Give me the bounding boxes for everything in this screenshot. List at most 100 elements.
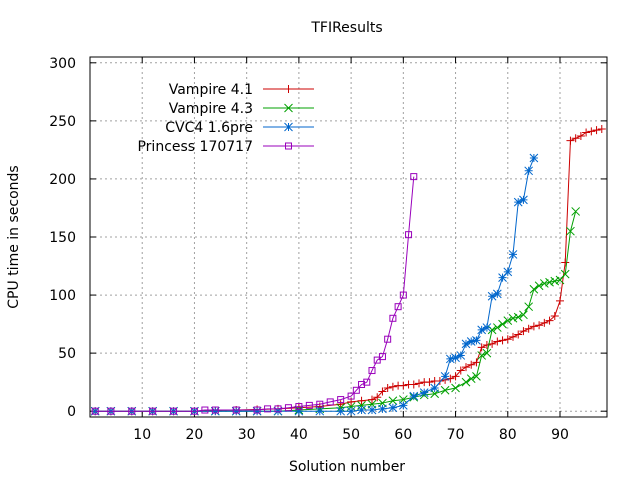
data-point: [415, 379, 423, 388]
data-point: [513, 197, 523, 207]
legend-label: CVC4 1.6pre: [165, 120, 253, 136]
data-point: [294, 406, 304, 416]
data-point: [336, 400, 345, 409]
data-point: [128, 407, 136, 415]
legend-label: Vampire 4.3: [169, 101, 253, 117]
data-point: [451, 372, 460, 381]
data-point: [451, 353, 460, 363]
data-point: [373, 393, 382, 402]
data-point: [190, 407, 198, 415]
y-tick-label: 250: [49, 114, 76, 130]
data-point: [352, 386, 360, 394]
data-point: [524, 166, 534, 176]
data-point: [363, 378, 371, 386]
data-point: [566, 136, 575, 145]
data-point: [487, 291, 497, 301]
data-point: [388, 403, 398, 413]
data-point: [368, 367, 376, 375]
data-point: [231, 406, 241, 416]
data-point: [550, 311, 559, 320]
data-point: [337, 396, 345, 404]
data-point: [508, 250, 518, 259]
data-point: [435, 377, 444, 385]
data-point: [315, 406, 325, 416]
data-point: [305, 401, 313, 409]
data-point: [467, 360, 476, 369]
y-tick-label: 300: [49, 56, 76, 72]
data-point: [539, 279, 549, 288]
data-point: [534, 281, 544, 291]
data-point: [425, 378, 434, 387]
data-point: [170, 407, 178, 415]
data-point: [519, 327, 528, 336]
x-tick-label: 90: [551, 427, 569, 443]
data-point: [492, 289, 502, 299]
legend-marker: [284, 103, 293, 113]
data-point: [472, 372, 481, 381]
data-point: [399, 291, 407, 299]
data-point: [211, 406, 219, 414]
data-point: [571, 207, 581, 216]
data-point: [587, 127, 596, 136]
x-tick-label: 40: [290, 427, 308, 443]
data-point: [295, 403, 303, 411]
data-point: [492, 323, 502, 332]
data-point: [430, 383, 440, 393]
chart-title: TFIResults: [310, 20, 382, 36]
plot-frame: [89, 56, 608, 418]
data-point: [409, 380, 418, 389]
data-point: [456, 351, 466, 360]
data-point: [347, 392, 355, 400]
data-point: [357, 396, 366, 405]
data-point: [368, 395, 376, 404]
data-point: [498, 336, 507, 345]
data-point: [503, 316, 513, 325]
x-tick-label: 30: [238, 427, 256, 443]
data-point: [378, 353, 386, 361]
data-point: [440, 385, 450, 395]
data-point: [556, 296, 564, 305]
data-point: [524, 324, 533, 333]
data-point: [560, 269, 570, 279]
data-point: [388, 396, 398, 406]
data-point: [503, 267, 513, 277]
legend-marker: [284, 85, 293, 93]
data-point: [90, 406, 100, 416]
x-tick-label: 70: [447, 427, 465, 443]
data-point: [597, 125, 606, 133]
data-point: [326, 398, 334, 406]
data-point: [482, 348, 492, 358]
data-point: [576, 131, 585, 140]
data-point: [550, 276, 560, 286]
data-point: [477, 343, 486, 352]
data-point: [284, 404, 292, 412]
data-point: [582, 128, 591, 137]
series-layer: [90, 125, 606, 416]
data-point: [201, 406, 209, 414]
data-point: [529, 153, 539, 163]
data-point: [398, 401, 408, 410]
data-point: [451, 383, 460, 393]
data-point: [508, 313, 518, 323]
data-point: [357, 405, 366, 415]
data-point: [462, 363, 470, 372]
legend-label: Princess 170717: [137, 139, 253, 155]
data-point: [503, 335, 512, 344]
x-tick-label: 50: [342, 427, 360, 443]
data-point: [419, 388, 429, 397]
legend-swatch: [263, 85, 314, 93]
data-point: [336, 406, 346, 416]
y-tick-label: 100: [49, 288, 76, 304]
y-tick-label: 150: [49, 230, 76, 246]
data-point: [252, 406, 262, 416]
data-point: [405, 231, 413, 239]
legend-label: Vampire 4.1: [169, 82, 253, 98]
data-point: [566, 226, 575, 236]
legend-marker: [284, 122, 293, 132]
data-point: [346, 406, 356, 416]
data-point: [477, 351, 487, 360]
series-2: [90, 153, 539, 416]
x-tick-label: 10: [133, 427, 151, 443]
data-point: [378, 387, 387, 396]
